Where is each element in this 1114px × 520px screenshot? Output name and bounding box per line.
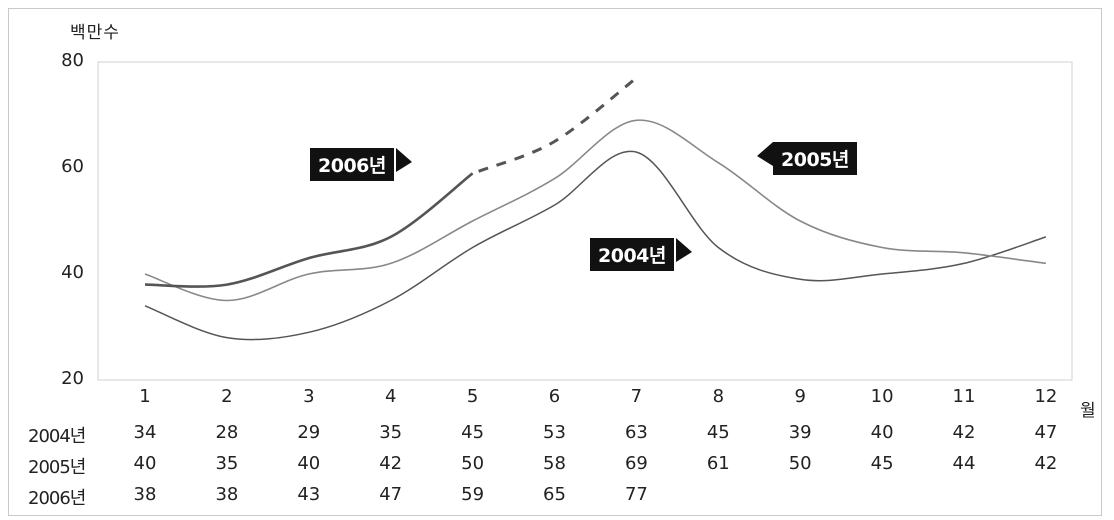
table-cell: 43 xyxy=(297,484,321,505)
x-tick-label: 4 xyxy=(384,386,397,407)
table-cell: 65 xyxy=(543,484,566,505)
y-tick-label: 40 xyxy=(61,262,84,283)
x-tick-label: 8 xyxy=(712,386,725,407)
series-callout-2004: 2004년 xyxy=(590,238,674,271)
series-line-2006 xyxy=(144,172,474,288)
x-tick-label: 1 xyxy=(139,386,151,407)
table-row-label: 2004년 xyxy=(28,426,86,447)
x-unit-label: 월 xyxy=(1080,401,1096,421)
series-callout-2005: 2005년 xyxy=(773,142,857,175)
x-tick-label: 7 xyxy=(630,386,643,407)
table-cell: 39 xyxy=(788,422,812,443)
table-cell: 50 xyxy=(461,453,485,474)
table-cell: 40 xyxy=(870,422,894,443)
table-cell: 44 xyxy=(952,453,976,474)
table-cell: 29 xyxy=(297,422,321,443)
table-cell: 77 xyxy=(624,484,648,505)
table-cell: 34 xyxy=(133,422,157,443)
x-tick-label: 2 xyxy=(221,386,233,407)
table-row-label: 2006년 xyxy=(28,488,86,509)
table-cell: 40 xyxy=(133,453,157,474)
table-cell: 38 xyxy=(215,484,239,505)
y-tick-label: 60 xyxy=(61,156,84,177)
series-line-2004 xyxy=(144,150,1047,341)
table-cell: 45 xyxy=(706,422,730,443)
table-cell: 53 xyxy=(543,422,566,443)
callout-pointer xyxy=(676,238,692,262)
chart-frame xyxy=(8,8,1102,516)
table-cell: 50 xyxy=(788,453,812,474)
table-cell: 45 xyxy=(461,422,485,443)
x-tick-label: 12 xyxy=(1034,386,1058,407)
table-cell: 47 xyxy=(379,484,403,505)
series-line-2005 xyxy=(144,119,1047,302)
series-callout-2006: 2006년 xyxy=(310,148,394,181)
series-line-2006-dashed xyxy=(478,76,638,173)
table-cell: 45 xyxy=(870,453,894,474)
y-tick-label: 80 xyxy=(61,50,84,71)
table-cell: 59 xyxy=(461,484,485,505)
table-cell: 61 xyxy=(706,453,730,474)
table-row-label: 2005년 xyxy=(28,457,86,478)
y-tick-label: 20 xyxy=(61,368,84,389)
x-tick-label: 6 xyxy=(548,386,561,407)
table-cell: 38 xyxy=(133,484,157,505)
table-cell: 42 xyxy=(1034,453,1058,474)
table-cell: 42 xyxy=(379,453,403,474)
plot-area xyxy=(97,61,1073,381)
table-cell: 63 xyxy=(624,422,648,443)
callout-pointer xyxy=(396,148,412,172)
table-cell: 69 xyxy=(624,453,648,474)
table-cell: 35 xyxy=(379,422,403,443)
table-cell: 40 xyxy=(297,453,321,474)
callout-pointer xyxy=(757,142,773,166)
x-tick-label: 5 xyxy=(466,386,479,407)
x-tick-label: 3 xyxy=(303,386,315,407)
table-cell: 42 xyxy=(952,422,976,443)
table-cell: 58 xyxy=(543,453,566,474)
table-cell: 28 xyxy=(215,422,239,443)
table-cell: 47 xyxy=(1034,422,1058,443)
x-tick-label: 11 xyxy=(952,386,976,407)
table-cell: 35 xyxy=(215,453,239,474)
y-unit-label: 백만수 xyxy=(70,23,120,43)
x-tick-label: 9 xyxy=(794,386,806,407)
x-tick-label: 10 xyxy=(870,386,894,407)
